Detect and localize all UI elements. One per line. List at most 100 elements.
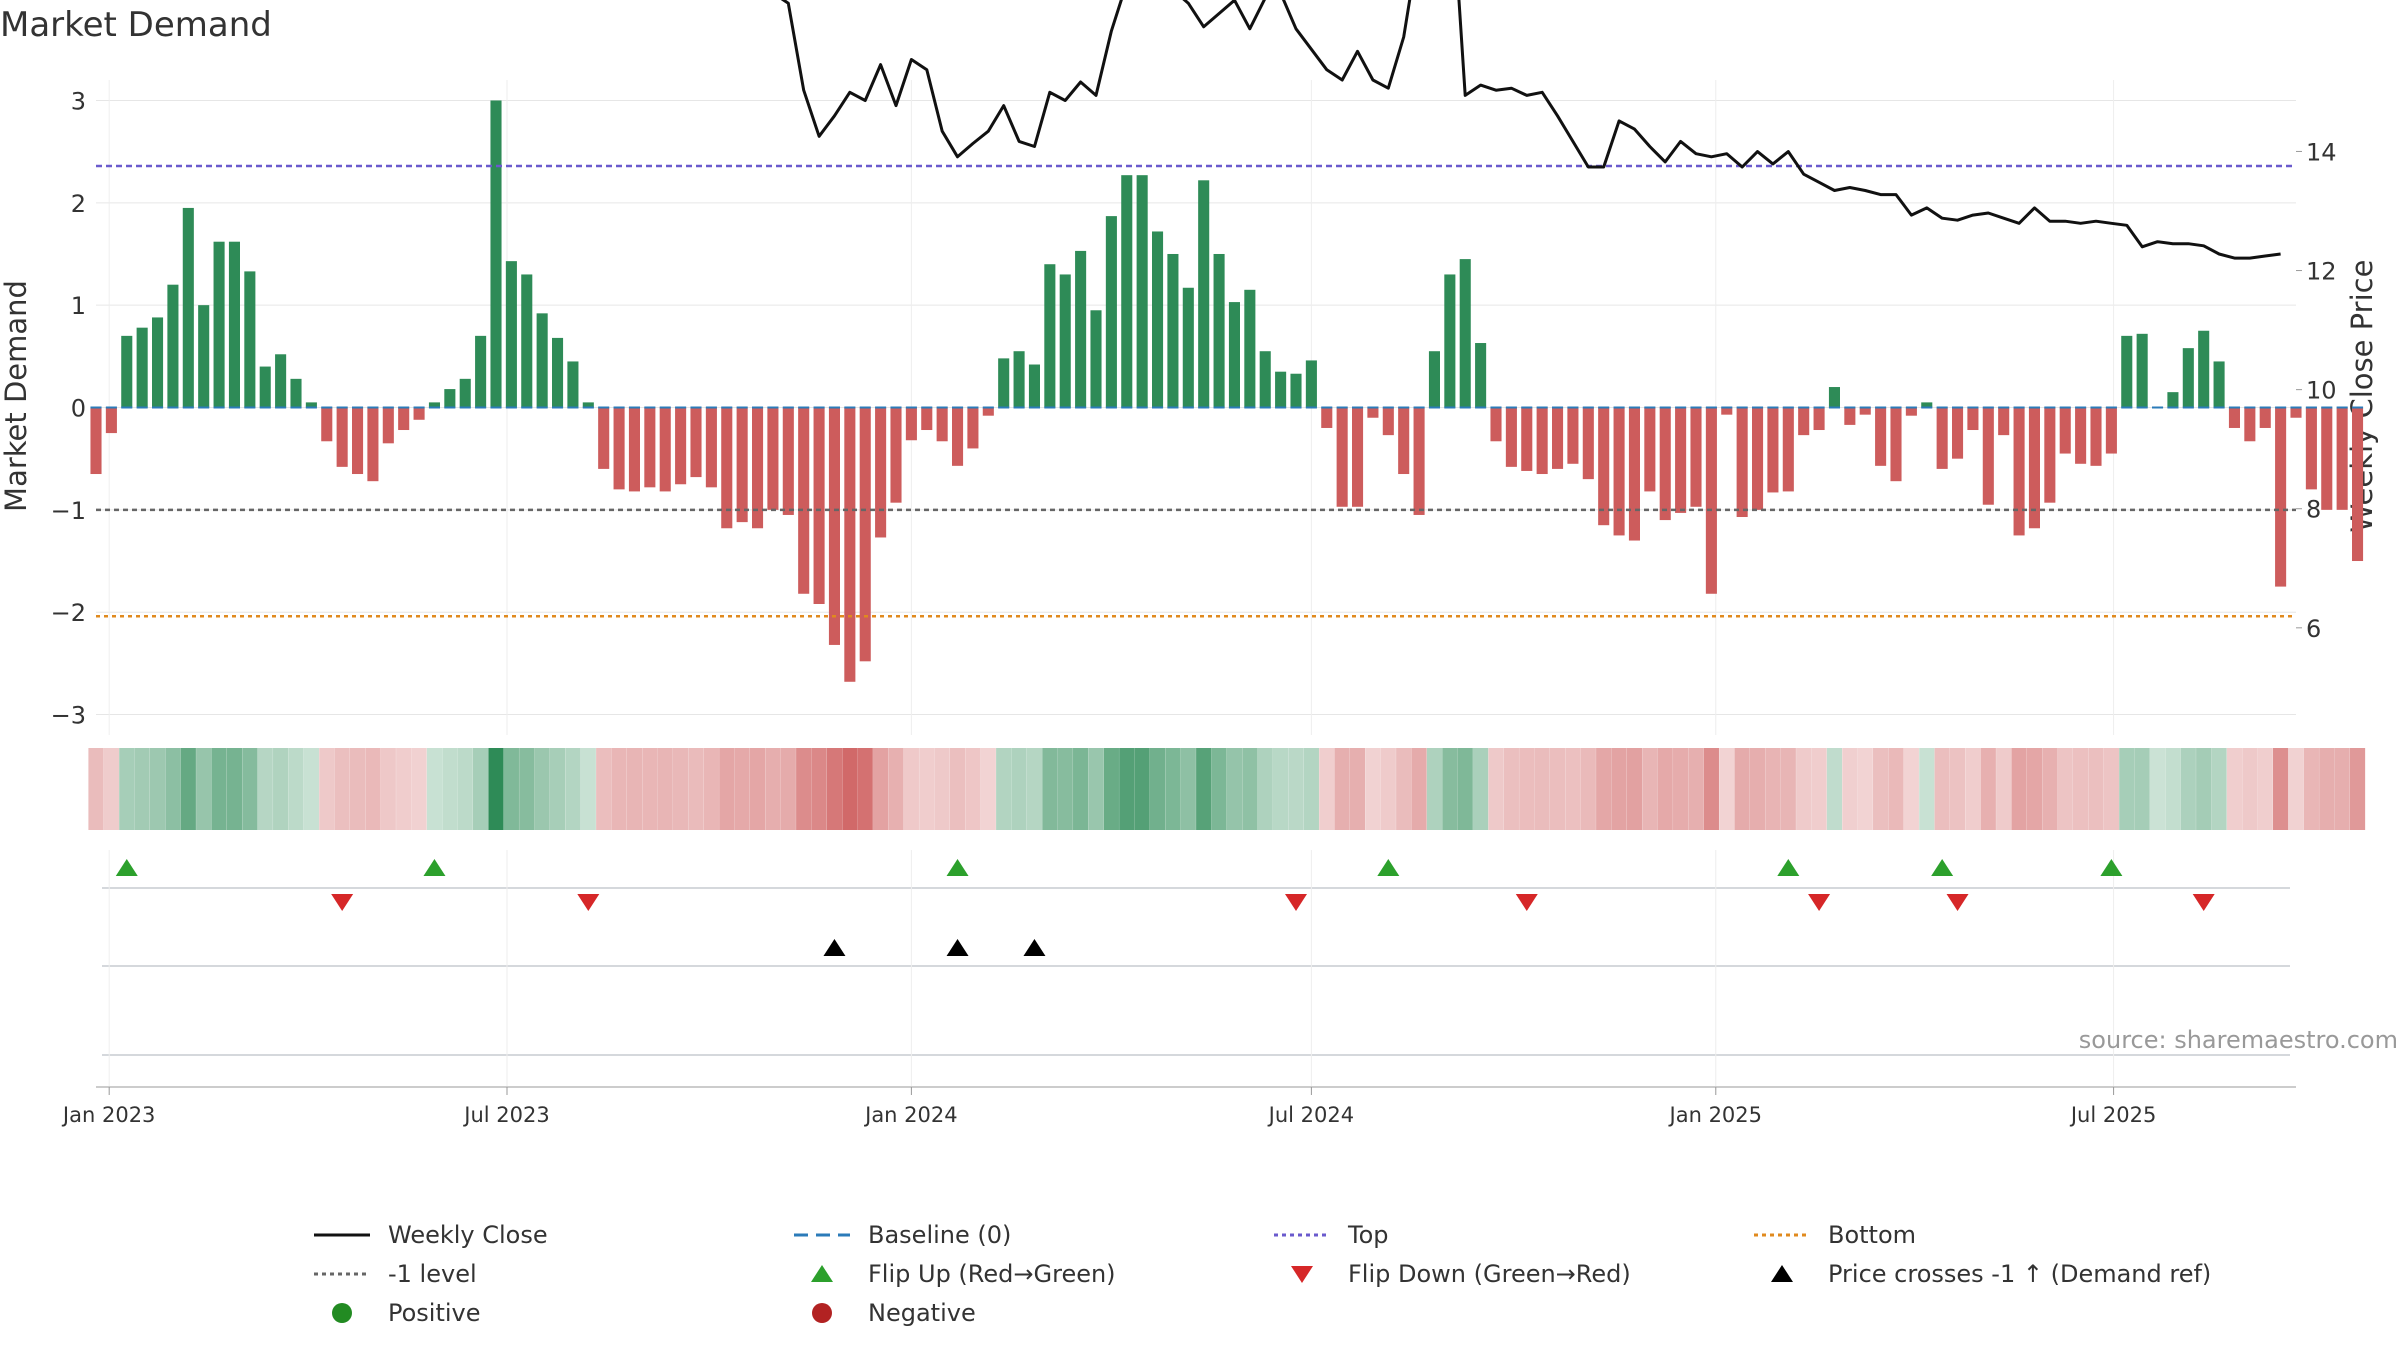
heat-cell <box>980 748 996 830</box>
y-tick-label-left: 1 <box>71 292 86 320</box>
demand-bar <box>121 335 133 408</box>
demand-bar <box>167 284 179 408</box>
demand-bar <box>2213 361 2225 408</box>
demand-bar <box>321 407 333 442</box>
demand-bar <box>1198 180 1210 408</box>
y-tick-label-left: −2 <box>51 599 86 627</box>
flip-up-marker <box>1377 859 1400 876</box>
heat-cell <box>642 748 658 830</box>
demand-bar <box>382 407 394 444</box>
heat-cell <box>549 748 566 830</box>
heat-cell <box>2273 748 2289 830</box>
demand-bar <box>1228 302 1240 408</box>
heat-cell <box>2196 748 2212 830</box>
price-cross-marker <box>823 939 846 956</box>
demand-bar <box>1013 351 1025 408</box>
demand-bar <box>1090 310 1102 408</box>
heat-cell <box>1888 748 1904 830</box>
heat-cell <box>1149 748 1166 830</box>
demand-bar <box>2244 407 2256 442</box>
heat-cell <box>565 748 581 830</box>
demand-bar <box>1613 407 1625 536</box>
heat-cell <box>211 748 227 830</box>
demand-bar <box>398 407 410 431</box>
demand-bar <box>475 335 487 408</box>
heat-cell <box>1442 748 1458 830</box>
heat-cell <box>257 748 273 830</box>
heat-cell <box>88 748 104 830</box>
demand-bar <box>644 407 656 488</box>
demand-bar <box>598 407 610 469</box>
heat-cell <box>657 748 673 830</box>
heat-cell <box>1519 748 1535 830</box>
heat-cell <box>811 748 827 830</box>
heat-cell <box>1980 748 1996 830</box>
demand-bar <box>2275 407 2287 587</box>
heat-cell <box>2042 748 2058 830</box>
heat-cell <box>1842 748 1858 830</box>
heat-cell <box>842 748 858 830</box>
heat-cell <box>242 748 258 830</box>
heat-cell <box>996 748 1012 830</box>
heat-cell <box>349 748 366 830</box>
demand-bar <box>1890 407 1902 482</box>
heat-cell <box>2303 748 2319 830</box>
demand-bar <box>582 402 594 408</box>
demand-bar <box>1321 407 1333 428</box>
heat-cell <box>2011 748 2027 830</box>
demand-bar <box>182 207 194 408</box>
demand-bar <box>1628 407 1640 541</box>
heat-cell <box>1749 748 1766 830</box>
y-tick-label-left: 2 <box>71 190 86 218</box>
demand-bar <box>1844 407 1856 425</box>
demand-bar <box>1259 351 1271 408</box>
demand-bar <box>2182 348 2194 408</box>
x-axis: Jan 2023 Jul 2023 Jan 2024 Jul 2024 Jan 2025… <box>61 1086 2296 1127</box>
demand-bar <box>2136 333 2148 408</box>
demand-bar <box>2259 407 2271 428</box>
flip-down-marker <box>331 894 354 911</box>
heat-cell <box>180 748 196 830</box>
demand-bar <box>1859 407 1871 415</box>
demand-bar <box>2075 407 2087 464</box>
demand-bar <box>2305 407 2317 490</box>
demand-bar <box>444 389 456 408</box>
heat-cell <box>1734 748 1750 830</box>
heat-cell <box>1026 748 1043 830</box>
heat-cell <box>2211 748 2227 830</box>
demand-bar <box>1075 250 1087 408</box>
heat-cell <box>1903 748 1919 830</box>
heat-cell <box>949 748 966 830</box>
heat-cell <box>380 748 396 830</box>
heat-cell <box>1103 748 1119 830</box>
y-tick-label-left: 0 <box>71 395 86 423</box>
demand-bar <box>336 407 348 467</box>
demand-bar <box>1982 407 1994 505</box>
heat-cell <box>1196 748 1212 830</box>
demand-bars <box>90 100 2364 682</box>
heat-cell <box>703 748 719 830</box>
heat-cell <box>1411 748 1427 830</box>
y-tick-label-right: 14 <box>2306 138 2337 166</box>
demand-bar <box>936 407 948 442</box>
demand-bar <box>1659 407 1671 521</box>
demand-bar <box>305 402 317 408</box>
demand-bar <box>1059 274 1071 408</box>
heat-cell <box>1549 748 1566 830</box>
demand-bar <box>828 407 840 645</box>
heat-cell <box>1457 748 1473 830</box>
heat-cell <box>1242 748 1258 830</box>
heat-cell <box>1626 748 1643 830</box>
heat-cell <box>1334 748 1350 830</box>
demand-bar <box>1413 407 1425 515</box>
price-cross-marker <box>1023 939 1046 956</box>
demand-bar <box>705 407 717 488</box>
source-label: source: sharemaestro.com <box>2079 1026 2398 1054</box>
demand-bar <box>2121 335 2133 408</box>
demand-bar <box>275 354 287 408</box>
heat-cell <box>1719 748 1735 830</box>
heat-cell <box>2134 748 2150 830</box>
demand-bar <box>1136 175 1148 408</box>
flip-down-marker <box>1285 894 1307 911</box>
demand-bar <box>752 407 764 529</box>
